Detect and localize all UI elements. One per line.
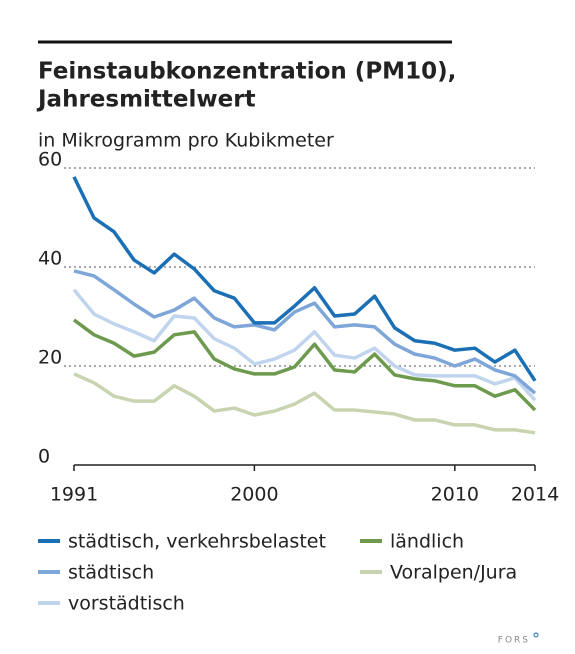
legend-label: vorstädtisch bbox=[68, 593, 185, 615]
x-tick-label: 1991 bbox=[50, 484, 98, 506]
source: FORS bbox=[498, 636, 530, 646]
legend-label: ländlich bbox=[390, 531, 464, 553]
series-line bbox=[73, 269, 537, 395]
legend-label: Voralpen/Jura bbox=[390, 562, 517, 584]
series-line bbox=[72, 176, 537, 382]
chart-subtitle: in Mikrogramm pro Kubikmeter bbox=[38, 130, 334, 152]
y-tick-label: 60 bbox=[38, 149, 62, 171]
legend-label: städtisch bbox=[68, 562, 154, 584]
x-tick-label: 2010 bbox=[431, 484, 479, 506]
series-line bbox=[72, 288, 537, 402]
y-tick-label: 20 bbox=[38, 347, 62, 369]
y-tick-label: 40 bbox=[38, 248, 62, 270]
series-line bbox=[72, 318, 537, 412]
x-tick-label: 2000 bbox=[230, 484, 278, 506]
legend-label: städtisch, verkehrsbelastet bbox=[68, 531, 326, 553]
chart-title: Jahresmittelwert bbox=[36, 87, 256, 113]
chart-title: Feinstaubkonzentration (PM10), bbox=[38, 59, 456, 85]
series-line bbox=[73, 372, 536, 435]
x-tick-label: 2014 bbox=[511, 484, 559, 506]
y-tick-label: 0 bbox=[38, 446, 50, 468]
source-icon bbox=[533, 632, 539, 638]
